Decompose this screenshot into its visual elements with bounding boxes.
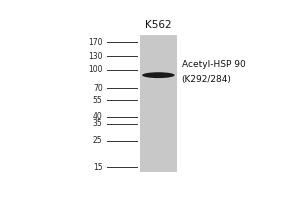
Text: 100: 100 xyxy=(88,65,103,74)
Text: 130: 130 xyxy=(88,52,103,61)
Text: Acetyl-HSP 90: Acetyl-HSP 90 xyxy=(182,60,245,69)
Text: 40: 40 xyxy=(93,112,103,121)
Text: 70: 70 xyxy=(93,84,103,93)
Text: 35: 35 xyxy=(93,119,103,128)
Bar xyxy=(140,35,177,172)
Text: 170: 170 xyxy=(88,38,103,47)
Text: 55: 55 xyxy=(93,96,103,105)
Text: 15: 15 xyxy=(93,163,103,172)
Text: K562: K562 xyxy=(145,20,172,30)
Ellipse shape xyxy=(142,72,175,78)
Text: 25: 25 xyxy=(93,136,103,145)
Text: (K292/284): (K292/284) xyxy=(182,75,232,84)
